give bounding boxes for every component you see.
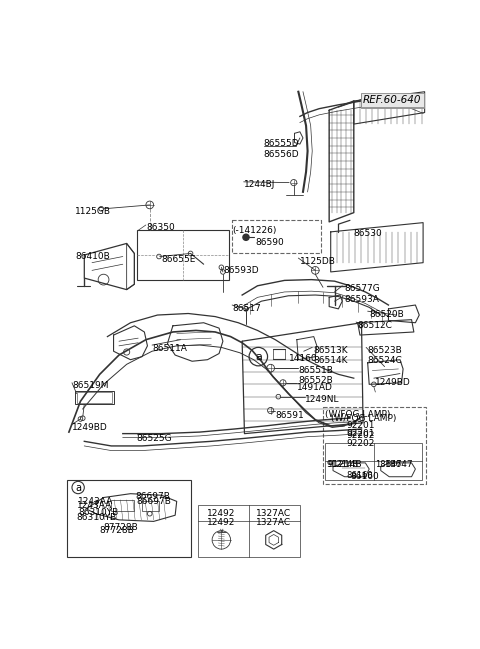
Bar bbox=[77, 392, 112, 403]
Text: 1327AC: 1327AC bbox=[256, 519, 291, 528]
Text: 86590: 86590 bbox=[255, 238, 284, 247]
Text: 1249BD: 1249BD bbox=[375, 378, 411, 387]
Text: 86697B: 86697B bbox=[135, 492, 170, 501]
Text: 86523B
86524C: 86523B 86524C bbox=[368, 346, 402, 365]
Bar bbox=[67, 480, 191, 557]
Bar bbox=[75, 391, 114, 404]
Text: 86310YB: 86310YB bbox=[77, 513, 117, 522]
Text: 86593D: 86593D bbox=[223, 265, 259, 275]
Text: 92201
92202: 92201 92202 bbox=[346, 429, 374, 448]
Text: 1249NL: 1249NL bbox=[304, 395, 339, 404]
Text: 86512C: 86512C bbox=[358, 321, 393, 330]
Text: 18647: 18647 bbox=[375, 459, 402, 469]
Text: 1249BD: 1249BD bbox=[72, 423, 108, 432]
Text: 86310YB: 86310YB bbox=[78, 508, 119, 517]
Text: 86160: 86160 bbox=[351, 472, 380, 481]
Text: REF.60-640: REF.60-640 bbox=[363, 96, 421, 106]
Text: 86517: 86517 bbox=[232, 304, 261, 313]
Text: 87728B: 87728B bbox=[100, 526, 134, 535]
Text: (W/FOG LAMP): (W/FOG LAMP) bbox=[331, 413, 396, 422]
Text: a: a bbox=[75, 482, 81, 493]
Text: 86655E: 86655E bbox=[161, 255, 196, 264]
Text: a: a bbox=[255, 352, 262, 361]
Bar bbox=[137, 230, 229, 280]
Text: 86410B: 86410B bbox=[75, 252, 110, 261]
Text: 86697B: 86697B bbox=[137, 496, 171, 506]
Text: 91214B: 91214B bbox=[328, 459, 362, 469]
Text: (W/FOG LAMP): (W/FOG LAMP) bbox=[325, 410, 391, 419]
Text: 1125GB: 1125GB bbox=[75, 207, 111, 216]
Text: 1243AA: 1243AA bbox=[77, 502, 112, 510]
Bar bbox=[142, 502, 159, 511]
Text: 1244BJ: 1244BJ bbox=[244, 180, 275, 188]
Bar bbox=[111, 500, 134, 511]
Text: 86160: 86160 bbox=[346, 471, 373, 480]
Text: REF.60-640: REF.60-640 bbox=[363, 95, 421, 105]
Text: 86511A: 86511A bbox=[152, 345, 187, 353]
Text: 86520B: 86520B bbox=[369, 310, 404, 319]
Text: 14160: 14160 bbox=[289, 354, 318, 363]
Text: 1243AA: 1243AA bbox=[78, 496, 113, 506]
Bar bbox=[325, 443, 422, 480]
Text: 1125DB: 1125DB bbox=[300, 256, 336, 265]
Text: 87728B: 87728B bbox=[104, 523, 138, 532]
Text: 86513K
86514K: 86513K 86514K bbox=[314, 346, 348, 365]
Text: 18647: 18647 bbox=[384, 459, 413, 469]
Bar bbox=[232, 220, 321, 252]
Text: 86551B
86552B: 86551B 86552B bbox=[299, 366, 333, 386]
Text: 86525G: 86525G bbox=[137, 434, 172, 443]
Text: 92201
92202: 92201 92202 bbox=[346, 421, 374, 440]
Circle shape bbox=[243, 234, 249, 240]
Text: 86591: 86591 bbox=[275, 411, 304, 419]
Text: 86555D
86556D: 86555D 86556D bbox=[264, 140, 300, 159]
Bar bbox=[323, 408, 426, 484]
Text: 91214B: 91214B bbox=[326, 459, 358, 469]
Text: (-141226): (-141226) bbox=[232, 226, 276, 235]
Text: 86519M: 86519M bbox=[72, 381, 108, 390]
Bar bbox=[198, 505, 300, 557]
Text: 86577G: 86577G bbox=[345, 284, 380, 293]
Text: 12492: 12492 bbox=[207, 519, 236, 528]
Text: 12492: 12492 bbox=[207, 509, 236, 518]
Text: 86593A: 86593A bbox=[345, 295, 379, 304]
Text: 86350: 86350 bbox=[146, 223, 175, 232]
Text: 1491AD: 1491AD bbox=[297, 383, 333, 392]
Text: 86530: 86530 bbox=[354, 229, 383, 238]
Text: 1327AC: 1327AC bbox=[256, 509, 291, 518]
